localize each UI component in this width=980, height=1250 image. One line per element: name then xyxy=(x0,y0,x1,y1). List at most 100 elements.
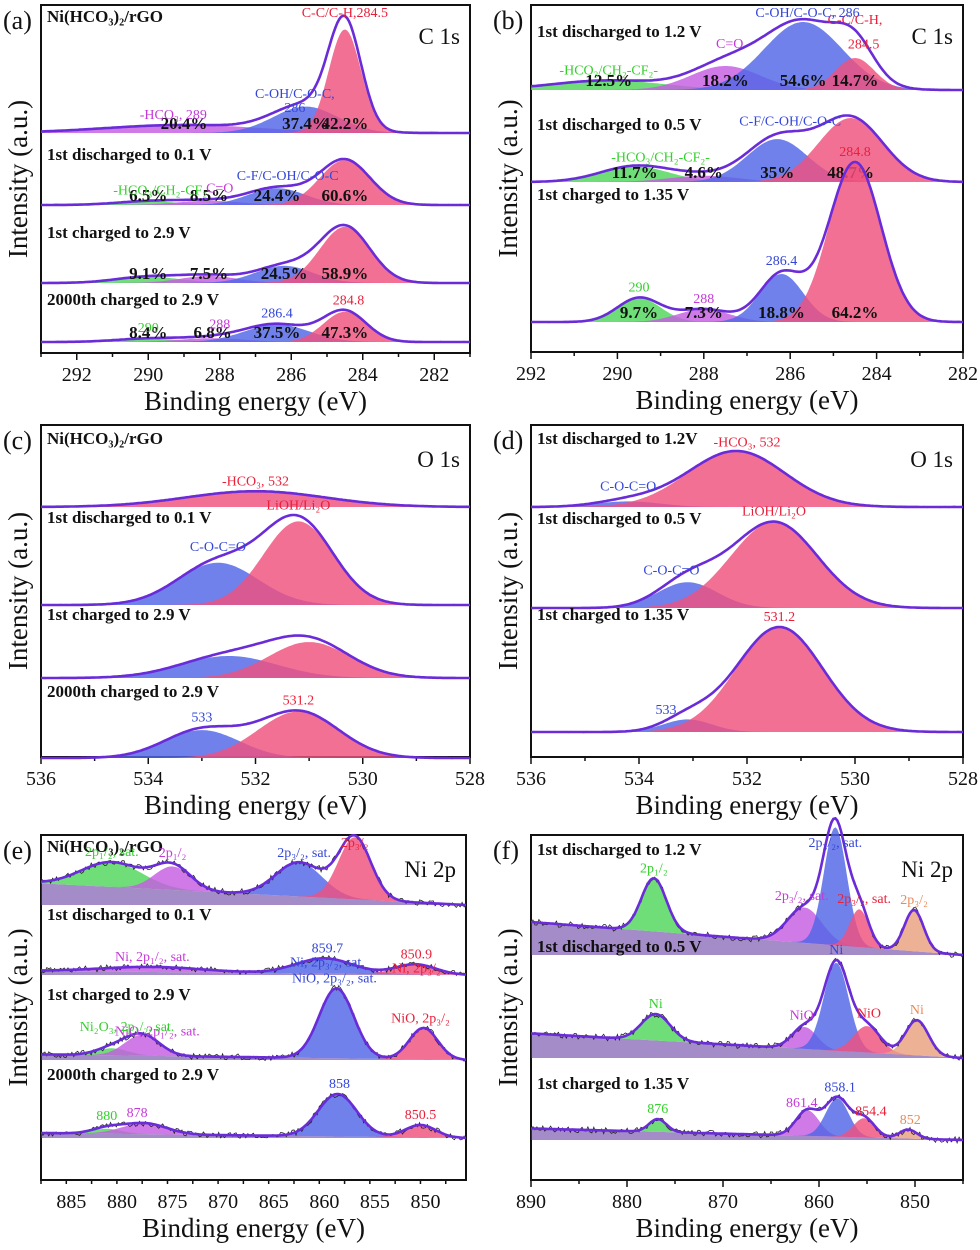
fit-envelope xyxy=(40,490,471,509)
peak-annotation: 2p₁/₂ xyxy=(640,861,668,876)
x-tick-label: 530 xyxy=(840,768,870,790)
trace-title: Ni(HCO₃)₂/rGO xyxy=(47,429,163,448)
trace-2: 1st discharged to 0.1 V 859.7Ni, 2p₃/₂, s… xyxy=(40,905,467,976)
peak-annotation: -HCO₃/CH₂-CF₂- xyxy=(611,150,710,165)
trace-title: 1st discharged to 1.2V xyxy=(537,429,698,448)
plot-frame xyxy=(40,834,467,1181)
peak-annotation: Ni, 2p₃/₂, sat. xyxy=(290,955,365,970)
area-percentage-label: 9.7% xyxy=(620,303,658,322)
element-label: Ni 2p xyxy=(901,857,953,882)
fit-envelope xyxy=(40,14,470,135)
peak-annotation: C-O-C=O xyxy=(600,480,656,495)
raw-spectrum xyxy=(41,15,471,135)
trace-title: 1st discharged to 0.1 V xyxy=(47,508,212,527)
x-tick-label: 885 xyxy=(56,1191,86,1213)
x-tick-label: 528 xyxy=(948,768,978,790)
component-peak-red xyxy=(531,451,963,507)
area-percentage-label: 11.7% xyxy=(612,163,658,182)
fit-envelope xyxy=(41,223,470,285)
trace-1: 1st discharged to 1.2V -HCO₃, 532 C-O-C=O xyxy=(530,429,964,509)
peak-annotation: -HCO₃, 532 xyxy=(222,474,289,489)
trace-2: 1st discharged to 0.5 V11.7%4.6%35%48.7%… xyxy=(530,114,964,184)
peak-annotation: -HCO₃/CH₂-CF₂- xyxy=(559,63,658,78)
area-percentage-label: 18.8% xyxy=(758,303,805,322)
trace-3: 1st charged to 2.9 V NiO, 2p₃/₂, sat. NiO,… xyxy=(40,972,467,1062)
peak-annotation: NiO, 2p₃/₂, sat. xyxy=(292,972,377,987)
fit-envelope xyxy=(531,449,963,509)
panel-d: (d) O 1s 536 534 532 530 528 Binding energy (eV… xyxy=(493,424,978,820)
area-percentage-label: 58.9% xyxy=(322,264,369,283)
x-tick-label: 534 xyxy=(624,768,654,790)
area-percentage-label: 35% xyxy=(760,163,794,182)
panel-label: (e) xyxy=(3,836,32,865)
x-tick-label: 880 xyxy=(612,1191,642,1213)
x-tick-label: 860 xyxy=(309,1191,339,1213)
plot-frame xyxy=(530,834,964,1181)
x-tick-label: 288 xyxy=(689,363,719,385)
area-percentage-label: 4.6% xyxy=(685,163,723,182)
component-peak-red xyxy=(41,29,470,133)
peak-annotation: 284.8 xyxy=(333,294,365,309)
trace-title: 1st discharged to 0.5 V xyxy=(537,509,702,528)
component-peak-blue xyxy=(41,1094,466,1138)
fit-envelope xyxy=(40,833,467,907)
element-label: O 1s xyxy=(417,447,460,472)
peak-annotation: 290 xyxy=(138,321,159,336)
area-percentage-label: 20.4% xyxy=(161,114,208,133)
element-label: C 1s xyxy=(418,24,460,49)
trace-title: 1st charged to 1.35 V xyxy=(537,1074,690,1093)
area-percentage-label: 6.8% xyxy=(193,323,231,342)
fit-envelope xyxy=(41,709,470,760)
y-axis-title: Intensity (a.u.) xyxy=(3,928,33,1086)
x-tick-label: 282 xyxy=(948,363,978,385)
component-peak-red xyxy=(531,627,963,732)
component-peak-blue xyxy=(41,324,470,342)
component-peak-red xyxy=(531,1026,963,1058)
area-percentage-label: 12.5% xyxy=(585,71,632,90)
fit-envelope xyxy=(41,986,467,1061)
peak-annotation: 2p₃/₂, sat. xyxy=(775,889,829,904)
area-percentage-label: 18.2% xyxy=(702,71,749,90)
peak-annotation: LiOH/Li₂O xyxy=(742,505,806,520)
peak-annotation: NiO, 2p₃/₂ xyxy=(391,1012,450,1027)
panel-e: (e) Ni 2p 885 880 875 870 865 860 855 850 Binding … xyxy=(3,833,467,1243)
peak-annotation: 858.1 xyxy=(824,1081,856,1096)
area-percentage-label: 64.2% xyxy=(832,303,879,322)
peak-annotation: 284.5 xyxy=(848,38,880,53)
x-tick-label: 288 xyxy=(205,364,235,386)
trace-title: 1st charged to 1.35 V xyxy=(537,605,690,624)
peak-annotation: 531.2 xyxy=(283,693,315,708)
trace-title: Ni(HCO₃)₂/rGO xyxy=(47,7,163,26)
x-tick-label: 890 xyxy=(516,1191,546,1213)
component-peak-blue xyxy=(41,106,470,133)
peak-annotation: 288 xyxy=(209,317,230,332)
component-peak-red xyxy=(41,711,470,758)
trace-2: 1st discharged to 0.5 V LiOH/Li₂O C-O-C=O xyxy=(530,505,964,610)
fit-envelope xyxy=(530,958,964,1060)
peak-annotation: C-O-C=O xyxy=(190,540,246,555)
component-peak-red xyxy=(531,522,963,608)
component-peak-blue xyxy=(41,188,470,205)
component-peak-green xyxy=(41,338,470,342)
peak-annotation: Ni xyxy=(829,943,843,958)
peak-annotation: Ni xyxy=(910,1003,924,1018)
trace-title: 1st discharged to 0.5 V xyxy=(537,115,702,134)
x-axis-title: Binding energy (eV) xyxy=(636,1213,859,1243)
component-peak-red xyxy=(531,162,963,322)
component-peak-green xyxy=(531,80,963,90)
x-tick-label: 286 xyxy=(276,364,306,386)
peak-annotation: -HCO₃, 289 xyxy=(140,108,207,123)
x-tick-label: 860 xyxy=(804,1191,834,1213)
x-axis-title: Binding energy (eV) xyxy=(144,386,367,416)
x-tick-label: 286 xyxy=(775,363,805,385)
component-peak-orange xyxy=(531,909,963,955)
area-percentage-label: 60.6% xyxy=(322,186,369,205)
fit-envelope xyxy=(531,114,963,184)
fit-envelope xyxy=(41,157,470,207)
peak-annotation: C=O xyxy=(206,181,233,196)
component-peak-blue xyxy=(41,988,466,1060)
component-peak-blue xyxy=(41,958,466,975)
component-peak-blue xyxy=(41,730,470,758)
